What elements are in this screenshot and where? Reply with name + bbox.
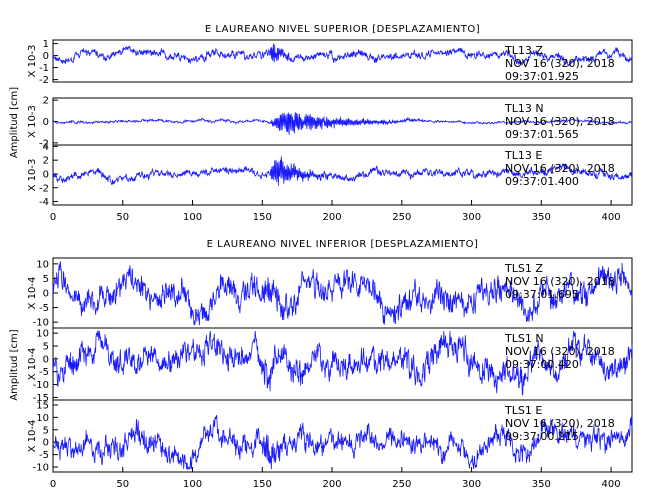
y-tick-label: -1 bbox=[39, 63, 49, 74]
seismic-trace bbox=[52, 330, 633, 396]
x-tick-label: 0 bbox=[50, 479, 56, 490]
chart-title: E LAUREANO NIVEL SUPERIOR [DESPLAZAMIENT… bbox=[205, 24, 480, 35]
x-tick-label: 50 bbox=[116, 212, 129, 223]
x-tick-label: 150 bbox=[253, 212, 272, 223]
x-tick-label: 400 bbox=[602, 212, 621, 223]
x-tick-label: 400 bbox=[602, 479, 621, 490]
event-date: NOV 16 (320), 2018 bbox=[505, 345, 615, 358]
y-tick-label: 5 bbox=[43, 342, 49, 353]
y-tick-label: -5 bbox=[39, 303, 49, 314]
x-tick-label: 100 bbox=[183, 212, 202, 223]
start-time: 09:37:01.565 bbox=[505, 128, 579, 141]
x-tick-label: 300 bbox=[462, 212, 481, 223]
event-date: NOV 16 (320), 2018 bbox=[505, 57, 615, 70]
y-tick-label: 4 bbox=[43, 142, 49, 153]
y-tick-label: 10 bbox=[36, 329, 49, 340]
y-tick-label: 0 bbox=[43, 117, 49, 128]
seismic-trace bbox=[52, 261, 633, 326]
start-time: 09:37:01.400 bbox=[505, 175, 579, 188]
y-tick-label: 15 bbox=[36, 400, 49, 411]
seismic-trace bbox=[52, 112, 633, 135]
x-tick-label: 50 bbox=[116, 479, 129, 490]
x-tick-label: 0 bbox=[50, 212, 56, 223]
station-label: TL13 N bbox=[504, 102, 544, 115]
x-tick-label: 150 bbox=[253, 479, 272, 490]
x-tick-label: 350 bbox=[532, 212, 551, 223]
y-axis-label: Amplitud [cm] bbox=[9, 87, 20, 158]
station-label: TL13 Z bbox=[504, 44, 543, 57]
y-tick-label: 0 bbox=[43, 354, 49, 365]
scale-label: X 10-4 bbox=[27, 277, 38, 310]
start-time: 09:37:01.925 bbox=[505, 70, 579, 83]
chart-title: E LAUREANO NIVEL INFERIOR [DESPLAZAMIENT… bbox=[207, 239, 479, 250]
x-tick-label: 250 bbox=[392, 212, 411, 223]
y-tick-label: 1 bbox=[43, 39, 49, 50]
y-tick-label: -10 bbox=[33, 380, 49, 391]
y-tick-label: -10 bbox=[33, 318, 49, 329]
event-date: NOV 16 (320), 2018 bbox=[505, 162, 615, 175]
station-label: TLS1 Z bbox=[504, 262, 543, 275]
y-tick-label: 5 bbox=[43, 274, 49, 285]
y-axis-label: Amplitud [cm] bbox=[9, 329, 20, 400]
y-tick-label: 2 bbox=[43, 156, 49, 167]
y-tick-label: -5 bbox=[39, 450, 49, 461]
x-tick-label: 250 bbox=[392, 479, 411, 490]
y-tick-label: -2 bbox=[39, 183, 49, 194]
y-tick-label: -2 bbox=[39, 138, 49, 149]
seismic-trace bbox=[52, 43, 633, 67]
y-tick-label: 0 bbox=[43, 289, 49, 300]
x-tick-label: 200 bbox=[322, 212, 341, 223]
start-time: 09:37:01.695 bbox=[505, 288, 579, 301]
station-label: TLS1 N bbox=[504, 332, 544, 345]
y-tick-label: -10 bbox=[33, 463, 49, 474]
seismic-trace bbox=[52, 414, 633, 471]
x-tick-label: 100 bbox=[183, 479, 202, 490]
y-tick-label: 2 bbox=[43, 96, 49, 107]
y-tick-label: 5 bbox=[43, 425, 49, 436]
scale-label: X 10-4 bbox=[27, 348, 38, 381]
panel-frame bbox=[52, 39, 633, 83]
event-date: NOV 16 (320), 2018 bbox=[505, 417, 615, 430]
y-tick-label: 0 bbox=[43, 438, 49, 449]
y-tick-label: -5 bbox=[39, 367, 49, 378]
y-tick-label: 10 bbox=[36, 413, 49, 424]
x-tick-label: 200 bbox=[322, 479, 341, 490]
station-label: TLS1 E bbox=[504, 404, 542, 417]
scale-label: X 10-3 bbox=[27, 105, 38, 138]
y-tick-label: -4 bbox=[39, 197, 49, 208]
start-time: 09:37:00.215 bbox=[505, 430, 579, 443]
y-tick-label: -15 bbox=[33, 393, 49, 404]
y-tick-label: 0 bbox=[43, 169, 49, 180]
scale-label: X 10-3 bbox=[27, 45, 38, 78]
y-tick-label: -2 bbox=[39, 75, 49, 86]
panel-frame bbox=[52, 399, 633, 473]
y-tick-label: 0 bbox=[43, 51, 49, 62]
x-tick-label: 300 bbox=[462, 479, 481, 490]
station-label: TL13 E bbox=[504, 149, 542, 162]
event-date: NOV 16 (320), 2018 bbox=[505, 115, 615, 128]
start-time: 09:37:00.420 bbox=[505, 358, 579, 371]
y-tick-label: 10 bbox=[36, 259, 49, 270]
scale-label: X 10-4 bbox=[27, 420, 38, 453]
seismic-trace bbox=[52, 156, 633, 186]
x-tick-label: 350 bbox=[532, 479, 551, 490]
event-date: NOV 16 (320), 2018 bbox=[505, 275, 615, 288]
scale-label: X 10-3 bbox=[27, 159, 38, 192]
